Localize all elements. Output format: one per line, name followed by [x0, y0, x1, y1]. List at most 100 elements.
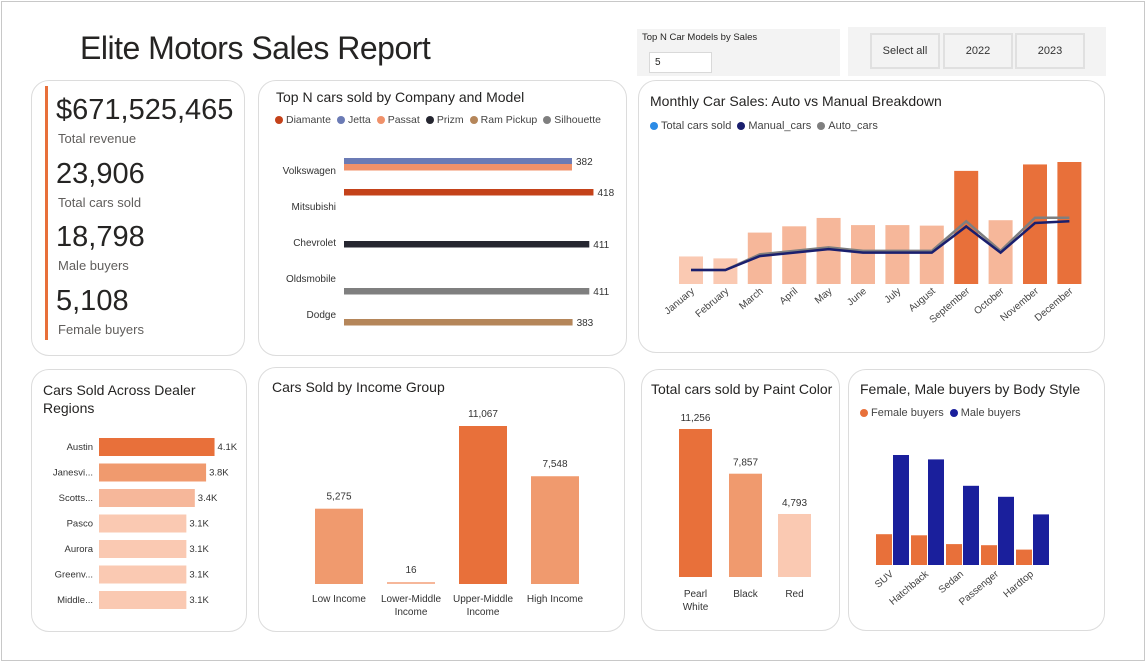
- regions-category-label: Aurora: [64, 544, 93, 555]
- monthly-month-label: January: [663, 286, 697, 317]
- topn-title: Top N cars sold by Company and Model: [276, 89, 525, 105]
- kpi-total-cars-label: Total cars sold: [58, 195, 142, 210]
- topn-category-label: Dodge: [307, 310, 337, 321]
- paint-bar-pearl-white: [679, 429, 712, 577]
- monthly-title: Monthly Car Sales: Auto vs Manual Breakd…: [650, 93, 942, 109]
- year-option-select-all[interactable]: Select all: [870, 33, 940, 69]
- body-bar-female-hardtop: [1016, 549, 1032, 565]
- kpi-female-buyers-value: 5,108: [56, 285, 129, 317]
- regions-data-label: 3.1K: [189, 570, 209, 581]
- topn-legend-item-passat[interactable]: Passat: [376, 114, 420, 126]
- topn-legend-label: Passat: [387, 114, 420, 126]
- body-legend-item-male-buyers[interactable]: Male buyers: [949, 407, 1021, 419]
- topn-bar-volkswagen-jetta: [344, 158, 572, 165]
- topn-chart: Volkswagen Mitsubishi Chevrolet Oldsmobile D…: [283, 157, 615, 329]
- topn-legend-item-silhouette[interactable]: Silhouette: [543, 114, 601, 126]
- body-title: Female, Male buyers by Body Style: [860, 381, 1081, 397]
- body-category-label: Sedan: [937, 569, 966, 596]
- regions-category-label: Scotts...: [59, 493, 93, 504]
- body-legend-label: Male buyers: [960, 407, 1021, 419]
- topn-category-label: Mitsubishi: [292, 202, 336, 213]
- legend-dot-icon: [737, 122, 746, 130]
- legend-dot-icon: [469, 116, 478, 124]
- income-bar-high-income: [531, 476, 579, 584]
- income-card: Cars Sold by Income Group 5,275 Low Incom…: [258, 367, 625, 632]
- body-bar-male-suv: [893, 455, 909, 565]
- monthly-month-label: June: [845, 286, 869, 309]
- regions-bar-austin: [99, 438, 215, 456]
- income-category-label: Upper-Middle: [453, 594, 513, 605]
- body-category-label: Hatchback: [888, 568, 932, 607]
- body-category-label: SUV: [873, 569, 896, 591]
- kpi-card: $671,525,465 Total revenue 23,906 Total …: [31, 80, 245, 356]
- topn-legend-item-diamante[interactable]: Diamante: [275, 114, 331, 126]
- paint-data-label: 11,256: [681, 413, 711, 424]
- regions-bar-scotts: [99, 489, 195, 507]
- legend-dot-icon: [376, 116, 385, 124]
- monthly-legend-item-auto-cars[interactable]: Auto_cars: [817, 120, 878, 132]
- body-bar-male-hardtop: [1033, 514, 1049, 565]
- monthly-month-label: April: [778, 286, 800, 307]
- legend-dot-icon: [860, 409, 868, 417]
- income-category-label: Low Income: [312, 594, 366, 605]
- regions-card: Cars Sold Across Dealer Regions Austin 4.…: [31, 369, 247, 632]
- body-bar-female-passenger: [981, 545, 997, 565]
- regions-category-label: Greenv...: [55, 570, 93, 581]
- topn-legend-label: Ram Pickup: [480, 114, 538, 126]
- regions-data-label: 3.1K: [189, 595, 209, 606]
- topn-data-label: 418: [597, 188, 614, 199]
- year-option-2023[interactable]: 2023: [1015, 33, 1085, 69]
- regions-title: Cars Sold Across Dealer Regions: [43, 381, 213, 417]
- paint-category-label: White: [683, 602, 709, 613]
- monthly-month-label: December: [1033, 285, 1076, 324]
- monthly-month-label: May: [813, 286, 835, 307]
- regions-chart: Austin 4.1K Janesvi... 3.8K Scotts... 3.4K Pas…: [53, 438, 238, 609]
- income-data-label: 11,067: [468, 409, 498, 420]
- income-title: Cars Sold by Income Group: [272, 379, 445, 395]
- topn-input[interactable]: 5: [649, 52, 712, 73]
- income-category-label: Income: [467, 607, 500, 618]
- legend-dot-icon: [949, 409, 958, 417]
- year-option-2022[interactable]: 2022: [943, 33, 1013, 69]
- body-legend-item-female-buyers[interactable]: Female buyers: [860, 407, 944, 419]
- monthly-bar-april: [782, 226, 807, 284]
- body-bar-male-hatchback: [928, 459, 944, 565]
- topn-card: Top N cars sold by Company and Model Dia…: [258, 80, 627, 356]
- monthly-legend-item-manual-cars[interactable]: Manual_cars: [737, 120, 811, 132]
- regions-data-label: 3.1K: [189, 544, 209, 555]
- legend-dot-icon: [275, 116, 283, 124]
- body-bar-female-suv: [876, 534, 892, 565]
- topn-legend-item-prizm[interactable]: Prizm: [425, 114, 464, 126]
- paint-data-label: 7,857: [733, 458, 758, 469]
- body-bar-male-sedan: [963, 485, 979, 565]
- regions-category-label: Pasco: [67, 519, 93, 530]
- legend-dot-icon: [425, 116, 434, 124]
- topn-legend-item-ram-pickup[interactable]: Ram Pickup: [469, 114, 538, 126]
- kpi-total-revenue-value: $671,525,465: [56, 94, 234, 126]
- monthly-month-label: March: [737, 286, 765, 312]
- income-data-label: 7,548: [542, 459, 567, 470]
- topn-data-label: 411: [593, 287, 609, 298]
- monthly-legend-label: Total cars sold: [661, 120, 732, 132]
- monthly-legend-item-total-cars-sold[interactable]: Total cars sold: [650, 120, 731, 132]
- topn-data-label: 382: [576, 157, 593, 168]
- body-bar-female-sedan: [946, 544, 962, 565]
- monthly-month-label: August: [907, 286, 938, 315]
- kpi-male-buyers-label: Male buyers: [58, 258, 129, 273]
- body-card: Female, Male buyers by Body Style Female…: [848, 369, 1105, 631]
- topn-legend-label: Jetta: [347, 114, 371, 126]
- income-bar-upper-middle-income: [459, 426, 507, 584]
- legend-dot-icon: [543, 116, 552, 124]
- paint-bar-black: [729, 473, 762, 577]
- paint-data-label: 4,793: [782, 498, 807, 509]
- income-category-label: Lower-Middle: [381, 594, 441, 605]
- topn-legend-item-jetta[interactable]: Jetta: [336, 114, 371, 126]
- regions-category-label: Austin: [67, 442, 93, 453]
- topn-bar-dodge-ram-pickup: [344, 319, 573, 326]
- legend-dot-icon: [817, 122, 826, 130]
- body-bar-female-hatchback: [911, 535, 927, 565]
- paint-title: Total cars sold by Paint Color: [651, 381, 833, 397]
- body-legend-label: Female buyers: [871, 407, 944, 419]
